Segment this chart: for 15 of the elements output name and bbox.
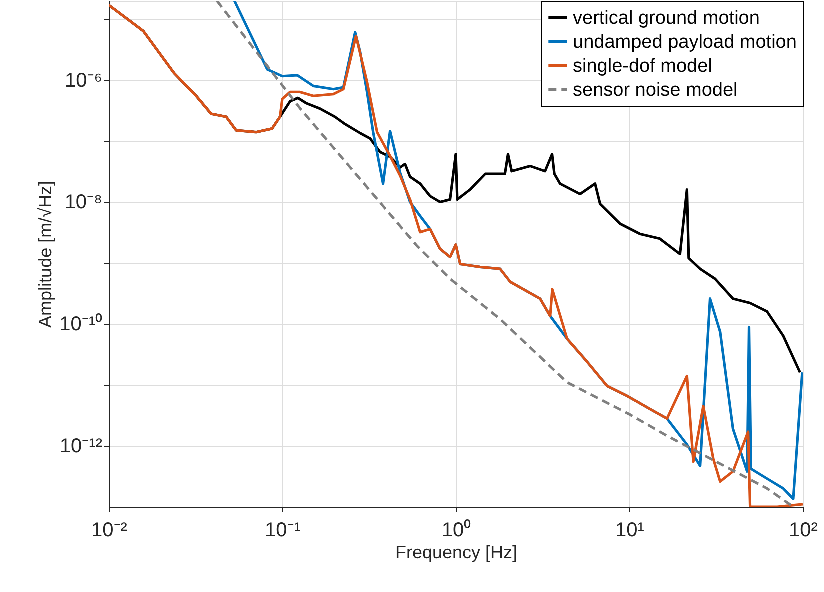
y-tick-label: 10⁻¹² [60,436,103,458]
x-tick-label: 10⁻¹ [265,520,302,542]
y-axis-title: Amplitude [m/√Hz] [36,181,56,328]
x-tick-label: 10⁻² [92,520,128,542]
y-tick-label: 10⁻⁶ [65,70,102,92]
x-tick-label: 10⁰ [442,518,472,542]
y-tick-label: 10⁻⁸ [64,192,102,214]
y-tick-label: 10⁻¹⁰ [60,312,102,336]
legend-label: sensor noise model [573,80,738,101]
legend-label: single-dof model [573,56,712,77]
x-axis-title: Frequency [Hz] [395,542,518,562]
x-tick-label: 10² [789,520,818,542]
legend-label: undamped payload motion [573,32,797,53]
x-tick-label: 10¹ [616,520,645,542]
legend-label: vertical ground motion [573,8,760,29]
